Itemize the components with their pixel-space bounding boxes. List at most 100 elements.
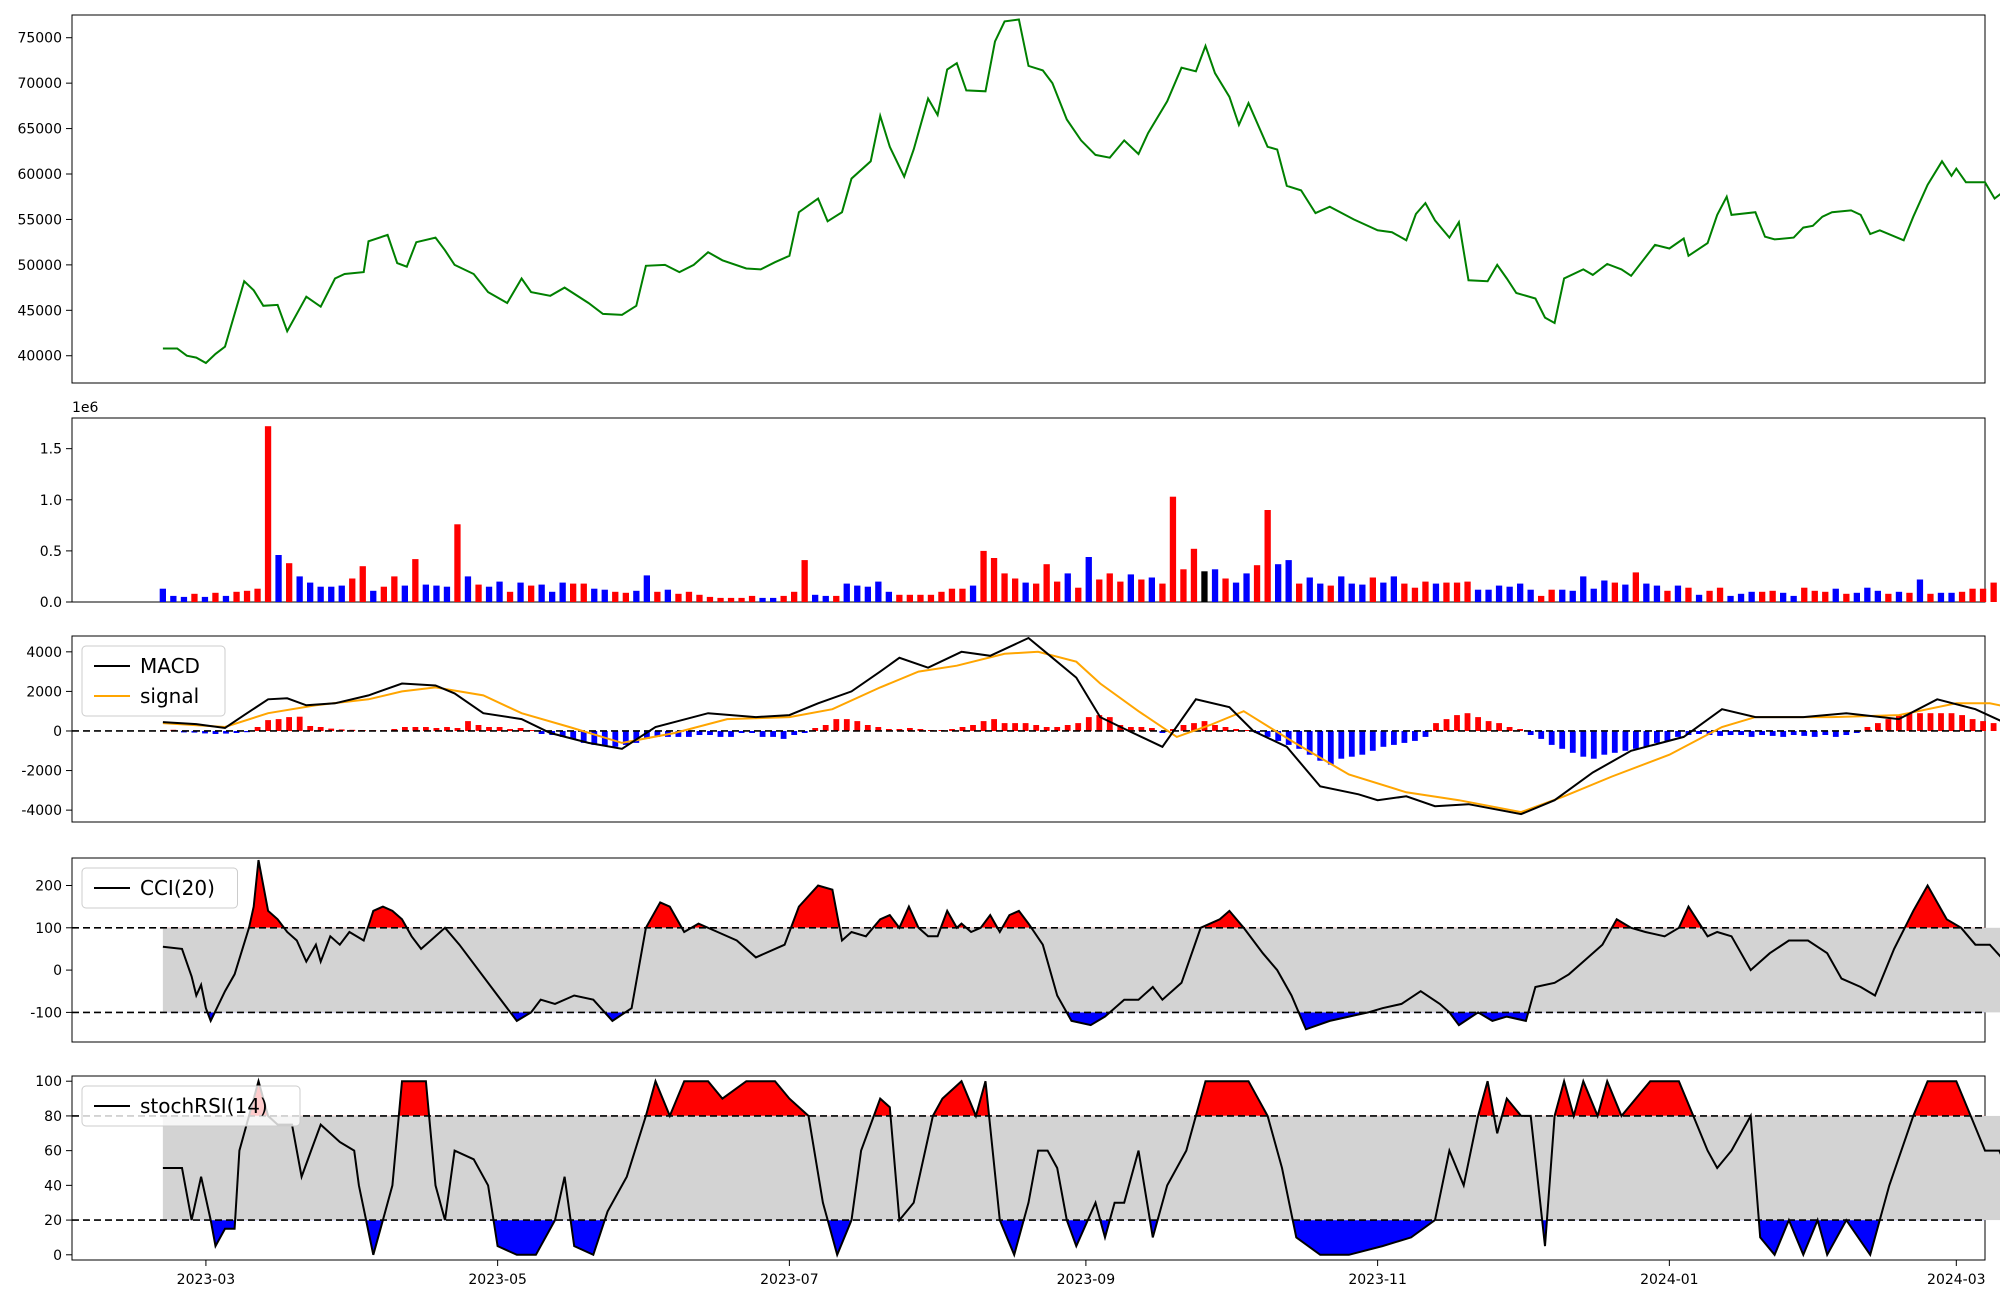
macd-histogram-bar bbox=[212, 731, 219, 734]
macd-histogram-bar bbox=[675, 731, 682, 737]
macd-histogram-bar bbox=[1317, 731, 1324, 761]
volume-bar bbox=[1422, 581, 1429, 602]
volume-bar bbox=[1853, 592, 1860, 602]
volume-bar bbox=[643, 575, 650, 602]
macd-histogram-bar bbox=[1380, 731, 1387, 747]
x-tick-label: 2023-09 bbox=[1057, 1272, 1116, 1288]
volume-bar bbox=[328, 586, 335, 602]
volume-bar bbox=[485, 586, 493, 602]
volume-bar bbox=[1801, 587, 1808, 602]
macd-histogram-bar bbox=[1664, 731, 1671, 741]
volume-bar bbox=[538, 584, 545, 602]
macd-histogram-bar bbox=[391, 729, 398, 731]
macd-histogram-bar bbox=[896, 729, 903, 731]
macd-histogram-bar bbox=[1696, 731, 1702, 734]
macd-histogram-bar bbox=[580, 731, 587, 743]
x-tick-label: 2024-03 bbox=[1927, 1272, 1986, 1288]
stochrsi-ytick-label: 40 bbox=[44, 1178, 62, 1194]
volume-bar bbox=[1790, 595, 1797, 602]
stochrsi-neutral-band bbox=[162, 1115, 2000, 1221]
macd-histogram-bar bbox=[475, 725, 482, 731]
macd-histogram-bar bbox=[1117, 725, 1124, 731]
volume-bar bbox=[1432, 583, 1440, 602]
macd-histogram-bar bbox=[1149, 728, 1155, 731]
volume-bar bbox=[601, 589, 608, 602]
macd-histogram-bar bbox=[1012, 723, 1018, 731]
volume-bar bbox=[1832, 588, 1839, 602]
stochrsi-ytick-label: 0 bbox=[53, 1248, 62, 1264]
volume-bar bbox=[1485, 589, 1492, 602]
macd-histogram-bar bbox=[1043, 727, 1050, 731]
volume-offset-label: 1e6 bbox=[72, 400, 99, 416]
volume-bar bbox=[622, 592, 629, 602]
volume-bar bbox=[1948, 592, 1955, 602]
volume-bar bbox=[370, 590, 377, 602]
macd-histogram-bar bbox=[1517, 729, 1523, 731]
volume-bar bbox=[1958, 591, 1966, 602]
macd-ytick-label: 0 bbox=[53, 724, 62, 740]
macd-histogram-bar bbox=[202, 731, 208, 734]
macd-histogram-bar bbox=[1675, 731, 1681, 737]
macd-histogram-bar bbox=[1559, 731, 1566, 749]
macd-histogram-bar bbox=[1338, 731, 1345, 759]
cci-ytick-label: 200 bbox=[35, 878, 62, 894]
volume-bar bbox=[1517, 583, 1524, 602]
macd-histogram-bar bbox=[1001, 723, 1008, 731]
volume-bar bbox=[1022, 582, 1029, 602]
macd-histogram-bar bbox=[707, 731, 713, 735]
volume-bar bbox=[717, 597, 724, 602]
macd-histogram-bar bbox=[1885, 719, 1892, 731]
volume-bar bbox=[1748, 591, 1755, 602]
macd-histogram-bar bbox=[486, 727, 492, 731]
volume-bar bbox=[1643, 583, 1650, 602]
macd-histogram-bar bbox=[559, 731, 566, 737]
volume-bar bbox=[391, 576, 398, 602]
volume-bar bbox=[1601, 580, 1608, 602]
macd-histogram-bar bbox=[1233, 729, 1239, 731]
price-ytick-label: 70000 bbox=[17, 76, 62, 92]
macd-histogram-bar bbox=[770, 731, 776, 737]
macd-histogram-bar bbox=[854, 721, 861, 731]
macd-histogram-bar bbox=[1064, 725, 1071, 731]
macd-histogram-bar bbox=[1191, 723, 1197, 731]
volume-bar bbox=[1759, 591, 1766, 602]
volume-bar bbox=[1811, 590, 1818, 602]
volume-bar bbox=[1695, 594, 1703, 602]
volume-bar bbox=[1359, 584, 1366, 602]
x-tick-label: 2023-11 bbox=[1348, 1272, 1407, 1288]
macd-histogram-bar bbox=[1569, 731, 1576, 753]
volume-bar bbox=[1927, 593, 1934, 602]
volume-bar bbox=[180, 596, 188, 602]
volume-bar bbox=[1012, 578, 1019, 602]
cci-line bbox=[162, 859, 2000, 1031]
volume-bar bbox=[780, 595, 787, 602]
volume-bar bbox=[380, 586, 387, 602]
macd-histogram-bar bbox=[402, 727, 408, 731]
macd-histogram-bar bbox=[1412, 731, 1418, 741]
macd-histogram-bar bbox=[1359, 731, 1366, 755]
volume-bar bbox=[1201, 571, 1208, 602]
macd-histogram-bar bbox=[1538, 731, 1545, 739]
macd-histogram-bar bbox=[1022, 723, 1029, 731]
macd-histogram-bar bbox=[1054, 727, 1061, 731]
cci-ytick-label: 100 bbox=[35, 921, 62, 937]
volume-bar bbox=[233, 591, 240, 602]
macd-histogram-bar bbox=[1811, 731, 1818, 737]
volume-bar bbox=[1674, 585, 1682, 602]
volume-bar bbox=[443, 586, 451, 602]
volume-bar bbox=[1864, 587, 1871, 602]
volume-bar bbox=[654, 591, 661, 602]
macd-histogram-bar bbox=[612, 731, 619, 747]
macd-histogram-bar bbox=[1433, 723, 1439, 731]
macd-histogram-bar bbox=[1485, 721, 1492, 731]
volume-bar bbox=[1054, 581, 1061, 602]
macd-histogram-bar bbox=[454, 728, 461, 731]
volume-bar bbox=[454, 524, 461, 602]
macd-histogram-bar bbox=[970, 725, 976, 731]
macd-histogram-bar bbox=[1990, 723, 1997, 731]
macd-histogram-bar bbox=[759, 731, 766, 737]
macd-histogram-bar bbox=[1464, 713, 1471, 731]
volume-bar bbox=[580, 583, 587, 602]
volume-bar bbox=[1906, 592, 1913, 602]
macd-histogram-bar bbox=[1727, 731, 1734, 735]
